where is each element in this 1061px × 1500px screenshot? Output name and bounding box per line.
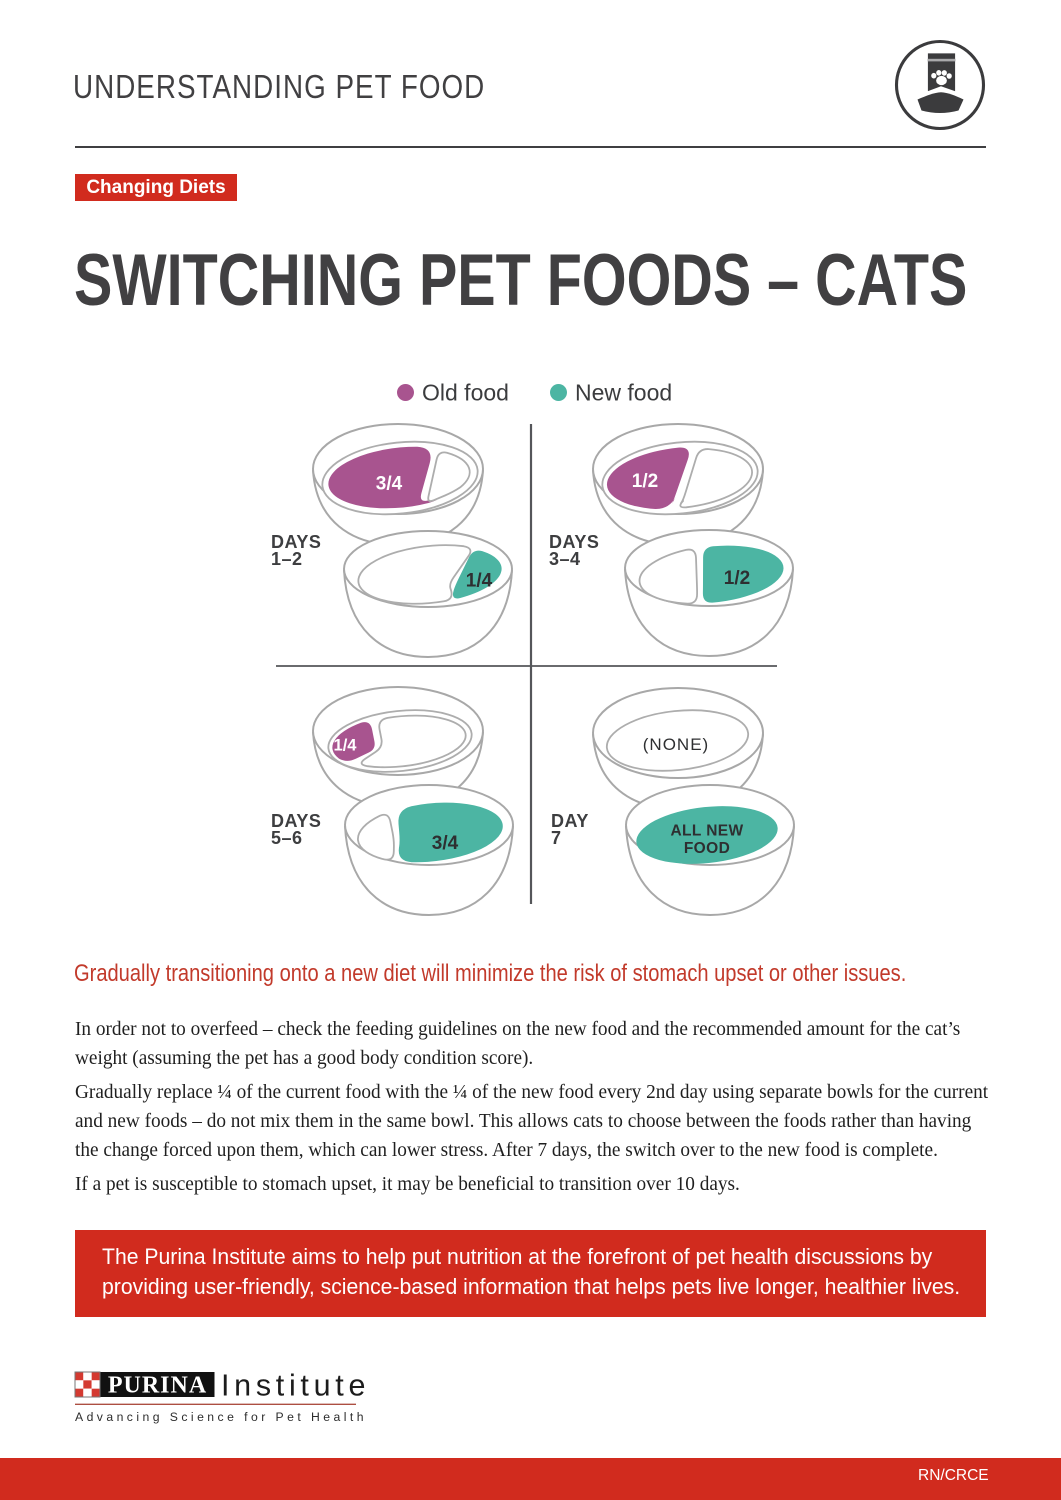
svg-text:1/4: 1/4	[466, 571, 493, 592]
svg-text:DAYS: DAYS	[549, 532, 599, 552]
svg-text:5–6: 5–6	[271, 828, 303, 848]
svg-text:Old food: Old food	[422, 380, 509, 406]
svg-text:PURINA: PURINA	[108, 1373, 207, 1399]
svg-text:New food: New food	[575, 380, 672, 406]
svg-text:1/2: 1/2	[632, 471, 658, 492]
svg-text:7: 7	[551, 828, 562, 848]
svg-text:1/2: 1/2	[724, 568, 750, 589]
svg-text:Institute: Institute	[221, 1369, 370, 1403]
svg-text:ALL NEW: ALL NEW	[670, 823, 743, 840]
svg-text:FOOD: FOOD	[684, 840, 730, 857]
svg-text:DAYS: DAYS	[271, 532, 321, 552]
svg-text:DAY: DAY	[551, 811, 589, 831]
svg-text:DAYS: DAYS	[271, 811, 321, 831]
svg-text:(NONE): (NONE)	[643, 735, 709, 754]
svg-text:1/4: 1/4	[334, 737, 358, 755]
svg-text:Advancing Science for Pet Heal: Advancing Science for Pet Health	[75, 1410, 367, 1424]
svg-text:3/4: 3/4	[376, 474, 403, 495]
svg-text:3/4: 3/4	[432, 833, 459, 854]
svg-text:3–4: 3–4	[549, 549, 581, 569]
svg-text:1–2: 1–2	[271, 549, 303, 569]
